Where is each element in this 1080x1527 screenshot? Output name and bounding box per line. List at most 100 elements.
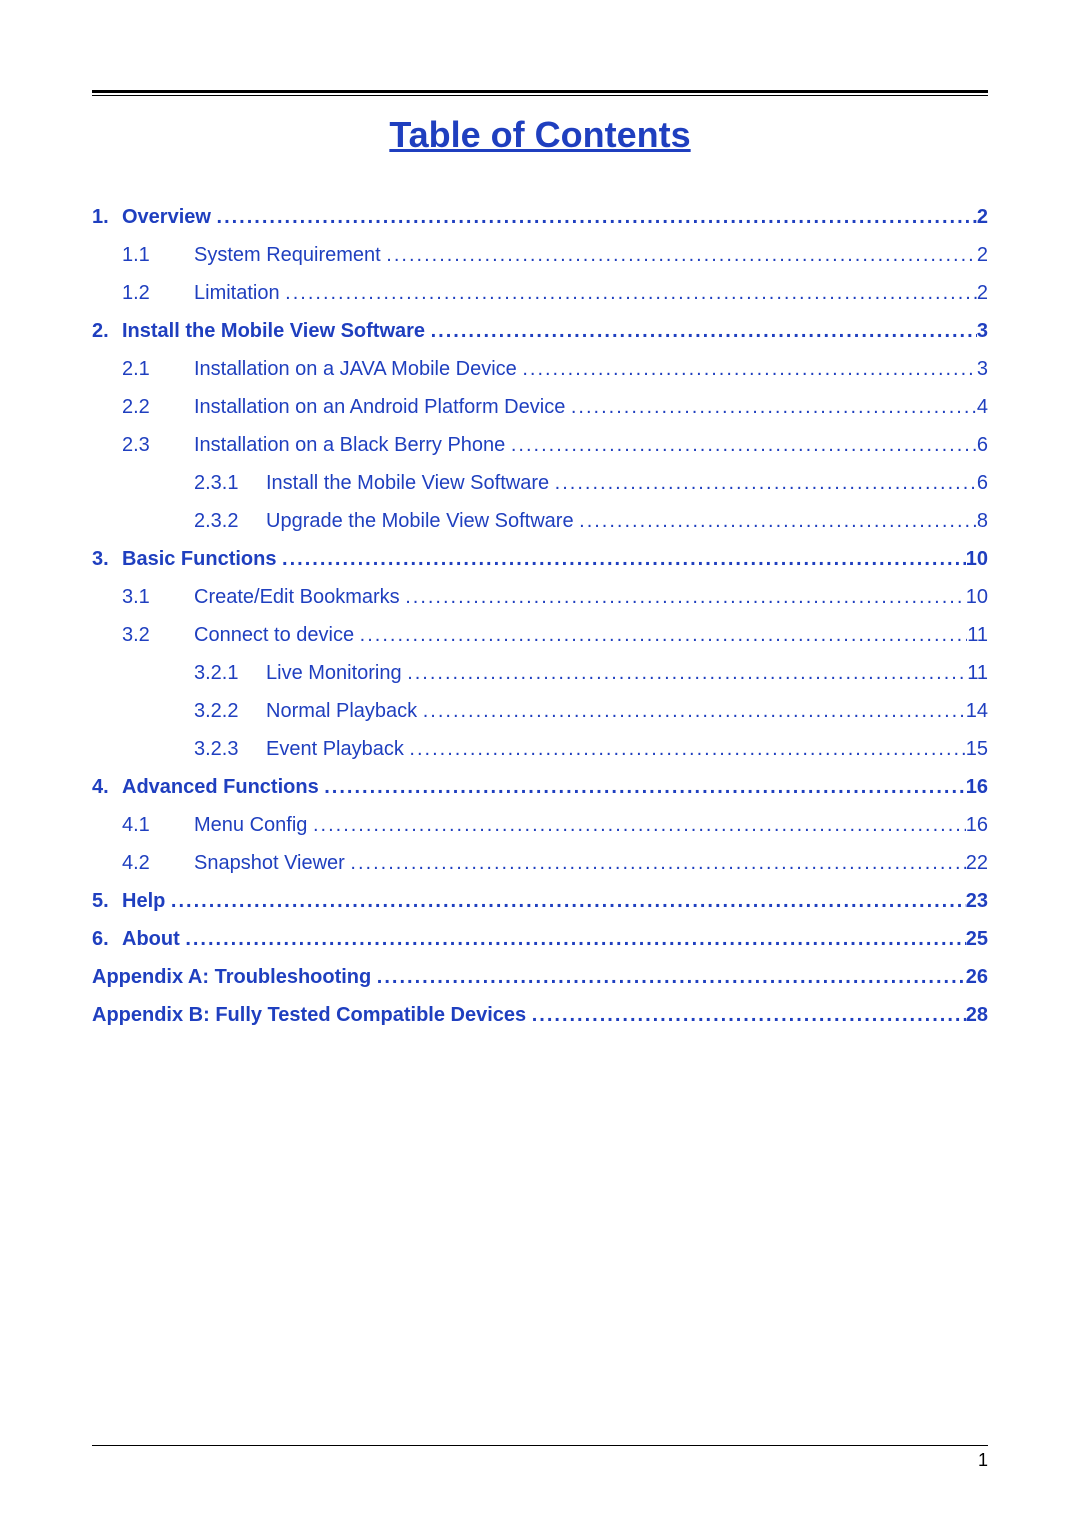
toc-entry-number: 4.2: [92, 844, 194, 882]
toc-entry-page: 2: [977, 198, 988, 236]
toc-leader-dots: [522, 350, 977, 388]
toc-entry-page: 6: [977, 426, 988, 464]
toc-entry[interactable]: 1.2Limitation 2: [92, 274, 988, 312]
toc-entry-number: 1.: [92, 198, 122, 236]
toc-entry-number: 3.1: [92, 578, 194, 616]
toc-entry-number: 1.2: [92, 274, 194, 312]
toc-entry-page: 10: [966, 578, 988, 616]
toc-entry[interactable]: 6.About 25: [92, 920, 988, 958]
toc-entry-label: Installation on a JAVA Mobile Device: [194, 350, 522, 388]
toc-entry-page: 15: [966, 730, 988, 768]
toc-leader-dots: [409, 730, 965, 768]
toc-entry-label: Upgrade the Mobile View Software: [266, 502, 579, 540]
toc-entry[interactable]: 3.2.3Event Playback 15: [92, 730, 988, 768]
toc-entry-page: 22: [966, 844, 988, 882]
toc-entry-page: 16: [966, 806, 988, 844]
toc-leader-dots: [386, 236, 977, 274]
toc-entry-label: Installation on a Black Berry Phone: [194, 426, 511, 464]
toc-leader-dots: [360, 616, 968, 654]
toc-leader-dots: [313, 806, 966, 844]
toc-leader-dots: [282, 540, 966, 578]
toc-entry[interactable]: Appendix B: Fully Tested Compatible Devi…: [92, 996, 988, 1034]
toc-entry[interactable]: 4.Advanced Functions 16: [92, 768, 988, 806]
toc-entry-label: Basic Functions: [122, 540, 282, 578]
toc-entry-label: Connect to device: [194, 616, 360, 654]
toc-entry[interactable]: 3.2Connect to device 11: [92, 616, 988, 654]
toc-entry-page: 4: [977, 388, 988, 426]
toc-entry[interactable]: 2.1Installation on a JAVA Mobile Device …: [92, 350, 988, 388]
toc-entry-number: 4.1: [92, 806, 194, 844]
toc-entry[interactable]: 2.3.1Install the Mobile View Software 6: [92, 464, 988, 502]
toc-leader-dots: [285, 274, 977, 312]
toc-leader-dots: [579, 502, 977, 540]
toc-entry-page: 28: [966, 996, 988, 1034]
toc-entry-page: 8: [977, 502, 988, 540]
toc-entry-number: 2.3: [92, 426, 194, 464]
toc-entry-page: 10: [966, 540, 988, 578]
toc-leader-dots: [511, 426, 977, 464]
toc-entry-label: Create/Edit Bookmarks: [194, 578, 405, 616]
toc-entry[interactable]: 4.1Menu Config 16: [92, 806, 988, 844]
toc-entry-number: 3.: [92, 540, 122, 578]
toc-entry[interactable]: 3.Basic Functions 10: [92, 540, 988, 578]
toc-leader-dots: [431, 312, 977, 350]
toc-entry[interactable]: 3.1Create/Edit Bookmarks 10: [92, 578, 988, 616]
toc-entry-page: 23: [966, 882, 988, 920]
toc-entry[interactable]: 3.2.2Normal Playback 14: [92, 692, 988, 730]
toc-entry-page: 2: [977, 274, 988, 312]
toc-entry-page: 6: [977, 464, 988, 502]
toc-entry-label: Live Monitoring: [266, 654, 407, 692]
toc-entry[interactable]: Appendix A: Troubleshooting 26: [92, 958, 988, 996]
header-rule: [92, 90, 988, 96]
toc-entry[interactable]: 1.Overview 2: [92, 198, 988, 236]
toc-entry-number: 6.: [92, 920, 122, 958]
toc-entry[interactable]: 2.2Installation on an Android Platform D…: [92, 388, 988, 426]
toc-entry-number: 3.2.2: [92, 692, 266, 730]
toc-entry-label: Install the Mobile View Software: [122, 312, 431, 350]
toc-leader-dots: [555, 464, 977, 502]
toc-entry-label: Install the Mobile View Software: [266, 464, 555, 502]
toc-entry[interactable]: 5.Help 23: [92, 882, 988, 920]
toc-entry-page: 14: [966, 692, 988, 730]
toc-entry-page: 11: [967, 654, 988, 692]
toc-entry-number: 2.3.2: [92, 502, 266, 540]
toc-entry-number: 3.2: [92, 616, 194, 654]
toc-entry-label: Normal Playback: [266, 692, 423, 730]
toc-leader-dots: [407, 654, 967, 692]
toc-entry[interactable]: 2.3Installation on a Black Berry Phone 6: [92, 426, 988, 464]
toc-entry-number: 4.: [92, 768, 122, 806]
toc-entry-page: 3: [977, 350, 988, 388]
toc-entry-number: 3.2.1: [92, 654, 266, 692]
toc-entry-label: Limitation: [194, 274, 285, 312]
toc-leader-dots: [171, 882, 966, 920]
page-title: Table of Contents: [92, 114, 988, 156]
table-of-contents: 1.Overview 21.1System Requirement 21.2Li…: [92, 198, 988, 1034]
toc-entry-label: Installation on an Android Platform Devi…: [194, 388, 571, 426]
toc-entry-number: 2.1: [92, 350, 194, 388]
page-number: 1: [92, 1450, 988, 1471]
toc-leader-dots: [185, 920, 965, 958]
toc-entry-number: 2.2: [92, 388, 194, 426]
toc-leader-dots: [377, 958, 966, 996]
toc-entry[interactable]: 4.2Snapshot Viewer 22: [92, 844, 988, 882]
toc-leader-dots: [423, 692, 966, 730]
toc-entry-label: Advanced Functions: [122, 768, 324, 806]
toc-entry[interactable]: 3.2.1Live Monitoring 11: [92, 654, 988, 692]
toc-entry-label: Menu Config: [194, 806, 313, 844]
toc-entry-number: 5.: [92, 882, 122, 920]
toc-entry[interactable]: 1.1System Requirement 2: [92, 236, 988, 274]
toc-leader-dots: [324, 768, 966, 806]
toc-entry-number: 1.1: [92, 236, 194, 274]
toc-entry-page: 25: [966, 920, 988, 958]
toc-entry[interactable]: 2.Install the Mobile View Software 3: [92, 312, 988, 350]
toc-entry-number: 2.3.1: [92, 464, 266, 502]
toc-leader-dots: [571, 388, 977, 426]
toc-entry-page: 11: [967, 616, 988, 654]
toc-leader-dots: [405, 578, 966, 616]
toc-leader-dots: [217, 198, 977, 236]
toc-entry-label: Snapshot Viewer: [194, 844, 350, 882]
toc-entry[interactable]: 2.3.2Upgrade the Mobile View Software 8: [92, 502, 988, 540]
toc-entry-label: Appendix B: Fully Tested Compatible Devi…: [92, 996, 532, 1034]
footer-rule: [92, 1445, 988, 1446]
toc-entry-label: Event Playback: [266, 730, 409, 768]
